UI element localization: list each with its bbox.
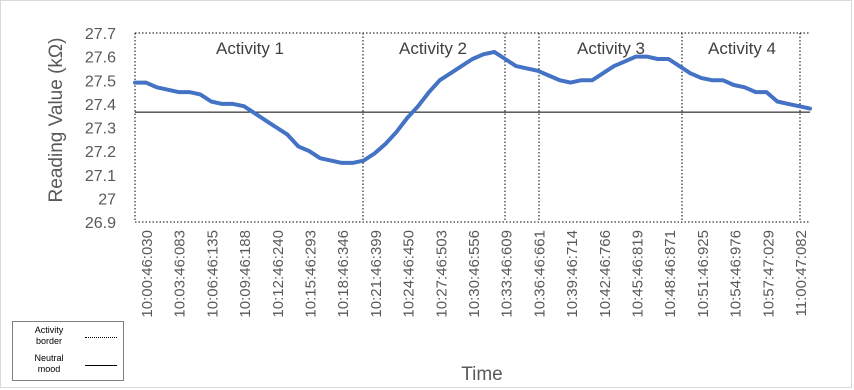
legend-item-activity-border: Activity border [13, 325, 123, 353]
legend-label-line2: border [35, 336, 62, 346]
activity-label: Activity 2 [399, 39, 467, 58]
x-tick-label: 10:03:46:083 [172, 230, 189, 318]
activity-labels: Activity 1 Activity 2 Activity 3 Activity 4 [216, 39, 776, 58]
x-axis-title: Time [461, 364, 503, 385]
series-line [133, 49, 812, 165]
x-tick-label: 10:06:46:135 [204, 230, 221, 318]
x-tick-label: 10:45:46:819 [630, 230, 647, 318]
activity-label: Activity 3 [577, 39, 645, 58]
y-axis-ticks: 26.9 27 27.1 27.2 27.3 27.4 27.5 27.6 27.7 [85, 26, 116, 232]
x-axis-ticks: 10:00:46:030 10:03:46:083 10:06:46:135 10:0… [139, 230, 810, 318]
x-tick-label: 10:36:46:661 [531, 230, 548, 318]
y-axis-title: Reading Value (kΩ) [46, 38, 67, 203]
legend-item-neutral-mood: Neutral mood [13, 353, 123, 381]
y-tick-label: 27.2 [85, 144, 116, 161]
activity-borders [134, 32, 810, 223]
y-tick-label: 26.9 [85, 215, 116, 232]
legend-label-line2: mood [37, 364, 61, 374]
y-tick-label: 27.4 [85, 97, 116, 114]
x-tick-label: 10:00:46:030 [139, 230, 156, 318]
legend: Activity border Neutral mood [12, 321, 124, 381]
y-tick-label: 27.7 [85, 26, 116, 43]
x-tick-label: 10:57:47:029 [760, 230, 777, 318]
x-tick-label: 10:15:46:293 [303, 230, 320, 318]
x-tick-label: 10:27:46:503 [433, 230, 450, 318]
x-tick-label: 10:09:46:188 [237, 230, 254, 318]
legend-swatch-dotted [85, 337, 117, 338]
y-tick-label: 27 [98, 191, 116, 208]
x-tick-label: 10:42:46:766 [597, 230, 614, 318]
activity-label: Activity 1 [216, 39, 284, 58]
legend-swatch-solid [85, 365, 117, 366]
legend-label-neutral-mood: Neutral mood [17, 353, 81, 375]
legend-label-line1: Activity [34, 325, 64, 335]
x-tick-label: 10:18:46:346 [335, 230, 352, 318]
y-tick-label: 27.6 [85, 50, 116, 67]
y-tick-label: 27.5 [85, 73, 116, 90]
x-tick-label: 10:12:46:240 [270, 230, 287, 318]
activity-label: Activity 4 [708, 39, 776, 58]
x-tick-label: 10:51:46:925 [695, 230, 712, 318]
legend-label-line1: Neutral [34, 353, 64, 363]
series-group [133, 49, 812, 165]
x-tick-label: 10:33:46:609 [499, 230, 516, 318]
y-tick-label: 27.3 [85, 121, 116, 138]
x-tick-label: 10:21:46:399 [368, 230, 385, 318]
x-tick-label: 10:30:46:556 [466, 230, 483, 318]
y-tick-label: 27.1 [85, 168, 116, 185]
x-tick-label: 10:24:46:450 [401, 230, 418, 318]
x-tick-label: 10:48:46:871 [662, 230, 679, 318]
x-tick-label: 10:54:46:976 [728, 230, 745, 318]
x-tick-label: 10:39:46:714 [564, 230, 581, 318]
legend-label-activity-border: Activity border [17, 325, 81, 347]
x-tick-label: 11:00:47:082 [793, 230, 810, 316]
